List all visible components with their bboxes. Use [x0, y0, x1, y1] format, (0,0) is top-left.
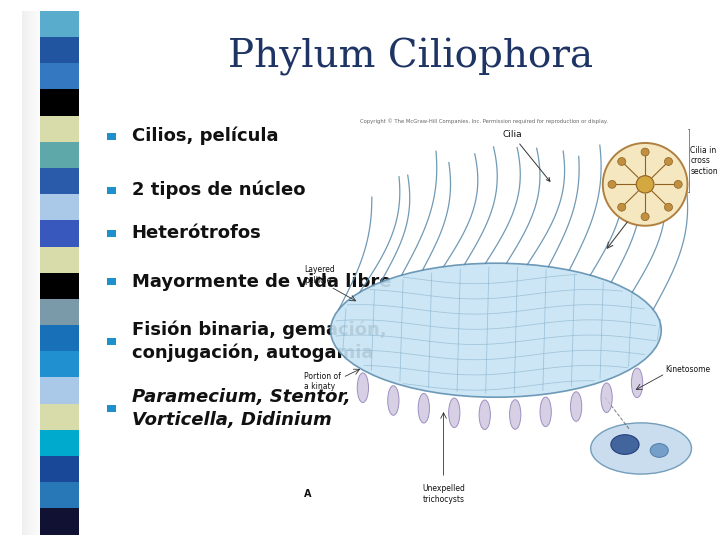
Bar: [107, 132, 117, 139]
Circle shape: [603, 143, 688, 226]
Circle shape: [641, 213, 649, 221]
Bar: [40, 273, 79, 299]
Ellipse shape: [330, 263, 661, 397]
Ellipse shape: [570, 392, 582, 421]
Ellipse shape: [387, 386, 399, 415]
Text: Kinetosome: Kinetosome: [665, 365, 711, 374]
Ellipse shape: [590, 423, 691, 474]
Circle shape: [618, 158, 626, 165]
Text: A: A: [305, 489, 312, 499]
Bar: [40, 194, 79, 220]
Bar: [32, 11, 35, 535]
Bar: [40, 220, 79, 246]
Bar: [107, 405, 117, 413]
Bar: [40, 509, 79, 535]
Bar: [40, 482, 79, 509]
Bar: [40, 89, 79, 116]
Bar: [24, 11, 26, 535]
Text: 2 tipos de núcleo: 2 tipos de núcleo: [132, 181, 305, 199]
Bar: [40, 116, 79, 141]
Text: Paramecium, Stentor,
Vorticella, Didinium: Paramecium, Stentor, Vorticella, Didiniu…: [132, 388, 351, 429]
Bar: [40, 63, 79, 89]
Bar: [26, 11, 28, 535]
Bar: [107, 338, 117, 345]
Bar: [40, 430, 79, 456]
Text: Cilia: Cilia: [503, 130, 550, 181]
Bar: [22, 11, 24, 535]
Text: Cilia in
cross
section: Cilia in cross section: [690, 146, 718, 176]
Bar: [40, 11, 79, 37]
Ellipse shape: [357, 373, 369, 402]
Bar: [37, 11, 39, 535]
Ellipse shape: [601, 383, 612, 413]
Ellipse shape: [510, 400, 521, 429]
Ellipse shape: [650, 443, 668, 457]
Bar: [35, 11, 37, 535]
Bar: [30, 11, 32, 535]
Bar: [40, 377, 79, 404]
Bar: [40, 37, 79, 63]
Text: Portion of
a kinaty: Portion of a kinaty: [305, 372, 341, 391]
Circle shape: [674, 180, 683, 188]
Text: Heterótrofos: Heterótrofos: [132, 224, 261, 242]
Bar: [39, 11, 41, 535]
Circle shape: [665, 203, 672, 211]
Ellipse shape: [418, 394, 429, 423]
Bar: [40, 168, 79, 194]
Ellipse shape: [479, 400, 490, 430]
Bar: [40, 351, 79, 377]
Bar: [107, 230, 117, 237]
Ellipse shape: [611, 435, 639, 454]
Text: Fisión binaria, gemación,
conjugación, autogamia: Fisión binaria, gemación, conjugación, a…: [132, 320, 387, 362]
Text: Layered
pellicle: Layered pellicle: [305, 265, 336, 285]
Circle shape: [665, 158, 672, 165]
Bar: [40, 325, 79, 351]
Bar: [40, 456, 79, 482]
Bar: [40, 141, 79, 168]
Bar: [40, 299, 79, 325]
Ellipse shape: [449, 398, 460, 428]
Ellipse shape: [631, 368, 643, 397]
Bar: [107, 186, 117, 193]
Circle shape: [608, 180, 616, 188]
Bar: [41, 11, 43, 535]
Text: Cilios, película: Cilios, película: [132, 127, 278, 145]
Bar: [107, 279, 117, 285]
Text: Mayormente de vida libre: Mayormente de vida libre: [132, 273, 391, 291]
Bar: [40, 246, 79, 273]
Text: Phylum Ciliophora: Phylum Ciliophora: [228, 38, 593, 76]
Text: Copyright © The McGraw-Hill Companies, Inc. Permission required for reproduction: Copyright © The McGraw-Hill Companies, I…: [360, 119, 608, 124]
Circle shape: [618, 203, 626, 211]
Ellipse shape: [540, 397, 552, 427]
Bar: [28, 11, 30, 535]
Circle shape: [641, 148, 649, 156]
Text: Unexpelled
trichocysts: Unexpelled trichocysts: [422, 484, 465, 503]
Circle shape: [636, 176, 654, 193]
Bar: [40, 404, 79, 430]
